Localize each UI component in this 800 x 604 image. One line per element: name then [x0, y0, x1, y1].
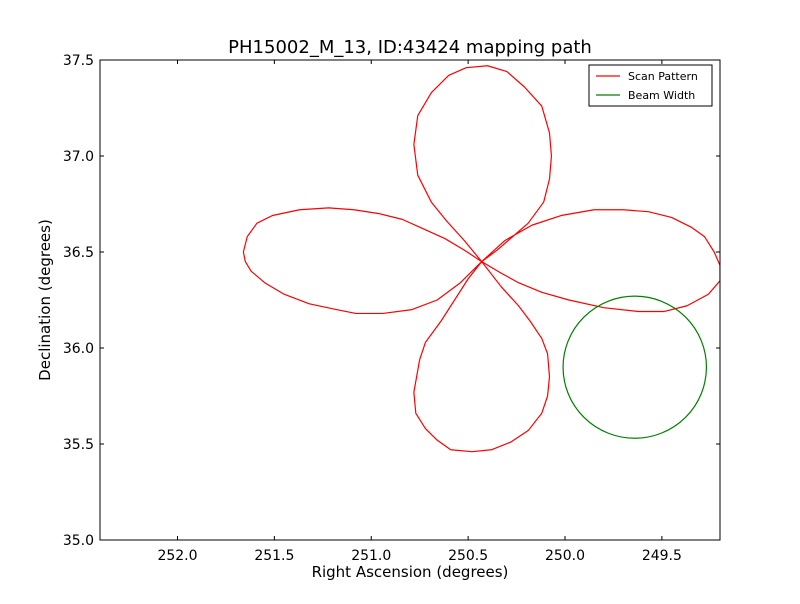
legend-label-beam-width: Beam Width	[628, 89, 695, 102]
x-tick-label: 252.0	[157, 548, 197, 564]
y-tick-label: 37.0	[63, 149, 94, 165]
legend: Scan Pattern Beam Width	[588, 64, 713, 107]
x-tick-label: 250.5	[448, 548, 488, 564]
y-tick-label: 35.5	[63, 437, 94, 453]
x-axis: 252.0 251.5 251.0 250.5 250.0 249.5	[157, 60, 682, 564]
plot-frame	[99, 59, 721, 541]
y-axis: 35.0 35.5 36.0 36.5 37.0 37.5	[63, 53, 720, 549]
x-tick-label: 251.0	[351, 548, 391, 564]
y-tick-label: 36.0	[63, 341, 94, 357]
x-axis-label: Right Ascension (degrees)	[312, 563, 509, 581]
chart-title: PH15002_M_13, ID:43424 mapping path	[228, 37, 592, 58]
x-tick-label: 251.5	[254, 548, 294, 564]
plot-area	[100, 60, 720, 540]
y-tick-label: 37.5	[63, 53, 94, 69]
y-tick-label: 35.0	[63, 533, 94, 549]
legend-label-scan-pattern: Scan Pattern	[628, 70, 698, 83]
series-scan-pattern	[242, 65, 720, 453]
x-tick-label: 249.5	[642, 548, 682, 564]
series-layer	[242, 65, 720, 453]
series-beam-width	[562, 295, 708, 439]
y-axis-label: Declination (degrees)	[36, 219, 54, 381]
y-tick-label: 36.5	[63, 245, 94, 261]
legend-box	[588, 64, 713, 107]
x-tick-label: 250.0	[545, 548, 585, 564]
